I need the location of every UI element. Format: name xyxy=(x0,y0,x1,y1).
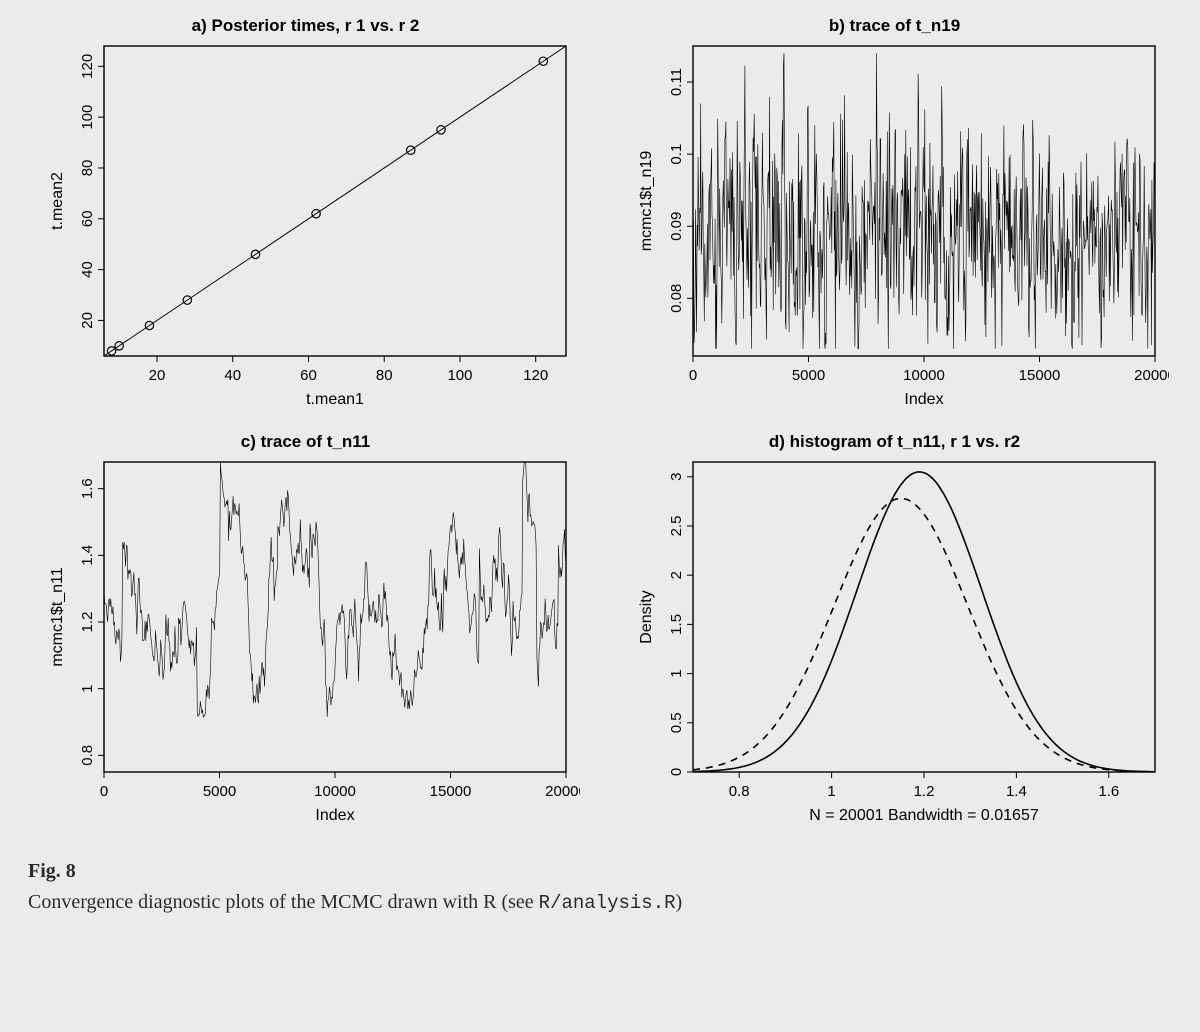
caption-tail: ) xyxy=(676,891,683,913)
panel-b: b) trace of t_n19 0 5000 10000 15000 20000 0.… xyxy=(609,12,1180,418)
caption-code: R/analysis.R xyxy=(539,892,676,914)
svg-text:100: 100 xyxy=(447,367,472,384)
svg-text:20000: 20000 xyxy=(1134,367,1169,384)
svg-text:1.4: 1.4 xyxy=(79,545,96,566)
panel-b-title: b) trace of t_n19 xyxy=(609,16,1180,36)
svg-text:0: 0 xyxy=(100,783,108,800)
panel-c-title: c) trace of t_n11 xyxy=(20,432,591,452)
svg-text:mcmc1$t_n19: mcmc1$t_n19 xyxy=(638,151,655,252)
svg-text:120: 120 xyxy=(523,367,548,384)
svg-text:20: 20 xyxy=(149,367,166,384)
svg-text:1.5: 1.5 xyxy=(668,614,685,635)
svg-text:5000: 5000 xyxy=(203,783,236,800)
svg-text:2: 2 xyxy=(668,571,685,579)
svg-text:20: 20 xyxy=(79,312,96,329)
svg-text:2.5: 2.5 xyxy=(668,516,685,537)
svg-text:t.mean1: t.mean1 xyxy=(306,391,364,408)
svg-text:1.2: 1.2 xyxy=(79,612,96,633)
svg-text:20000: 20000 xyxy=(545,783,580,800)
svg-text:10000: 10000 xyxy=(903,367,945,384)
svg-text:120: 120 xyxy=(79,54,96,79)
panels-grid: a) Posterior times, r 1 vs. r 2 20406080… xyxy=(20,12,1180,834)
svg-text:100: 100 xyxy=(79,105,96,130)
figure-caption: Fig. 8 Convergence diagnostic plots of t… xyxy=(20,856,1180,918)
svg-text:0.1: 0.1 xyxy=(668,144,685,165)
svg-text:1.6: 1.6 xyxy=(79,478,96,499)
svg-text:0: 0 xyxy=(668,768,685,776)
panel-d-plot: 0.8 1 1.2 1.4 1.6 0 0.5 1 1.5 2 2.5 3 N = 20001 Band… xyxy=(609,454,1180,834)
panel-c: c) trace of t_n11 0 5000 10000 15000 20000 0.… xyxy=(20,428,591,834)
svg-text:60: 60 xyxy=(79,210,96,227)
svg-text:0.08: 0.08 xyxy=(668,284,685,313)
panel-b-plot: 0 5000 10000 15000 20000 0.08 0.09 0.1 0.11 Index… xyxy=(609,38,1180,418)
svg-text:0.5: 0.5 xyxy=(668,712,685,733)
panel-a: a) Posterior times, r 1 vs. r 2 20 40 60 80… xyxy=(20,12,591,418)
svg-text:0: 0 xyxy=(689,367,697,384)
svg-text:mcmc1$t_n11: mcmc1$t_n11 xyxy=(49,567,66,666)
panel-d: d) histogram of t_n11, r 1 vs. r2 0.8 1 1.… xyxy=(609,428,1180,834)
svg-text:Index: Index xyxy=(904,391,943,408)
svg-text:1.2: 1.2 xyxy=(914,783,935,800)
svg-text:60: 60 xyxy=(300,367,317,384)
svg-text:Density: Density xyxy=(638,590,655,643)
svg-text:5000: 5000 xyxy=(792,367,825,384)
figure-container: a) Posterior times, r 1 vs. r 2 20406080… xyxy=(0,0,1200,938)
svg-text:1.4: 1.4 xyxy=(1006,783,1027,800)
svg-text:15000: 15000 xyxy=(430,783,472,800)
svg-text:10000: 10000 xyxy=(314,783,356,800)
svg-text:80: 80 xyxy=(79,160,96,177)
svg-text:80: 80 xyxy=(376,367,393,384)
svg-text:1: 1 xyxy=(827,783,835,800)
svg-text:N = 20001 Bandwidth = 0.0165: N = 20001 Bandwidth = 0.01657 xyxy=(809,807,1039,824)
caption-text: Convergence diagnostic plots of the MCMC… xyxy=(28,891,539,913)
svg-text:Index: Index xyxy=(315,807,354,824)
svg-text:t.mean2: t.mean2 xyxy=(49,172,66,230)
figure-label: Fig. 8 xyxy=(28,860,76,882)
panel-a-title: a) Posterior times, r 1 vs. r 2 xyxy=(20,16,591,36)
svg-text:0.8: 0.8 xyxy=(729,783,750,800)
panel-a-plot: 20 40 60 80 100 120 20 40 60 80 100 120 t.mean1 t.mea… xyxy=(20,38,591,418)
panel-c-plot: 0 5000 10000 15000 20000 0.8 1 1.2 1.4 1.6 Index mc… xyxy=(20,454,591,834)
panel-d-title: d) histogram of t_n11, r 1 vs. r2 xyxy=(609,432,1180,452)
svg-text:3: 3 xyxy=(668,473,685,481)
svg-text:0.11: 0.11 xyxy=(668,68,685,96)
svg-text:40: 40 xyxy=(79,261,96,278)
svg-text:15000: 15000 xyxy=(1019,367,1061,384)
svg-text:1: 1 xyxy=(668,669,685,677)
svg-text:1: 1 xyxy=(79,684,96,692)
svg-text:40: 40 xyxy=(224,367,241,384)
svg-text:0.8: 0.8 xyxy=(79,745,96,766)
svg-text:1.6: 1.6 xyxy=(1098,783,1119,800)
svg-text:0.09: 0.09 xyxy=(668,212,685,241)
